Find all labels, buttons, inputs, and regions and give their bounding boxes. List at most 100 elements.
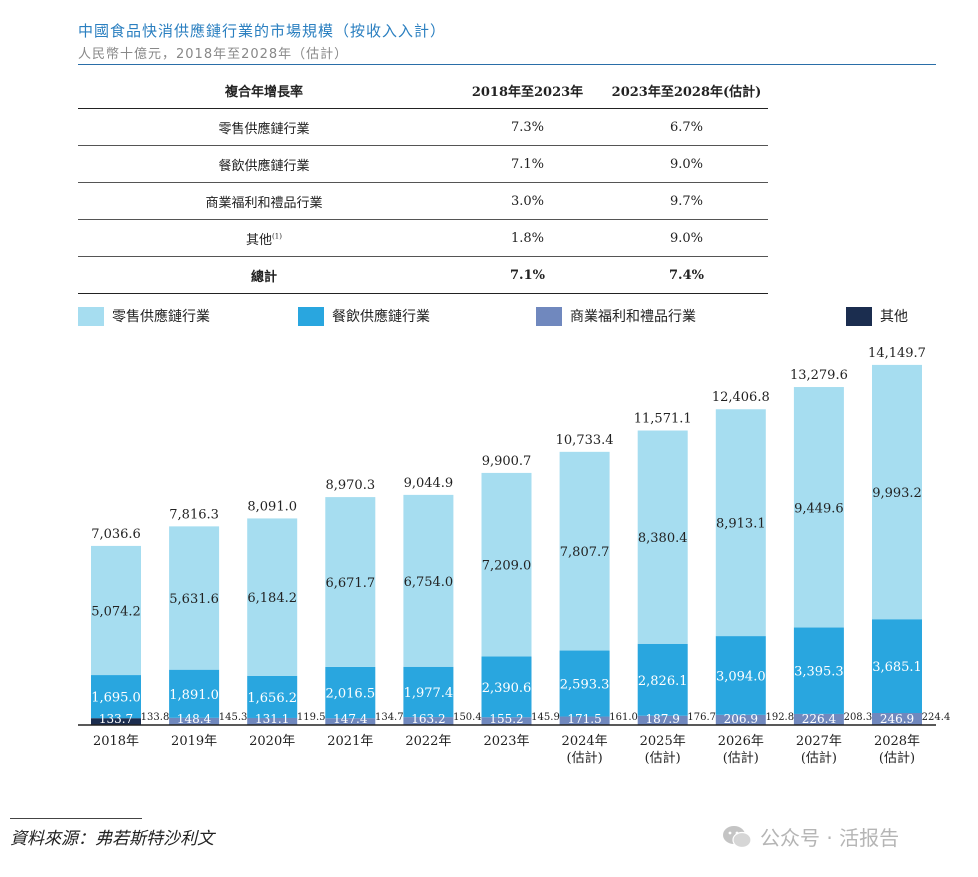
bar-segment-small [793,713,844,725]
cagr-row-value-2: 9.0% [605,219,768,257]
catering-value-label: 3,395.3 [794,665,844,680]
legend-swatch [78,306,104,326]
small-value-label-outside: 192.8 [765,712,794,723]
cagr-row-value-2: 9.7% [605,182,768,220]
bar-segment-catering [169,669,220,718]
total-label: 12,406.8 [712,390,770,405]
small-value-label-outside: 119.5 [297,712,326,723]
bar-segment-small [403,717,454,725]
cagr-row-value-1: 7.1% [450,145,605,183]
x-tick-label: 2027年 [796,734,842,749]
cagr-header-row: 複合年增長率 2018年至2023年 2023年至2028年(估計) [78,72,768,109]
retail-value-label: 7,807.7 [560,545,610,560]
catering-value-label: 2,593.3 [560,678,610,693]
cagr-row-label: 餐飲供應鏈行業 [78,145,450,183]
x-tick-label: (估計) [567,750,603,766]
x-tick-label: 2028年 [874,734,920,749]
x-tick-label: 2023年 [483,734,529,749]
legend-label: 餐飲供應鏈行業 [332,309,430,325]
retail-value-label: 7,209.0 [482,559,532,574]
small-value-label-inside: 147.4 [333,712,368,726]
small-value-label-inside: 206.9 [724,712,758,726]
catering-value-label: 3,685.1 [872,660,922,675]
cagr-row-label: 商業福利和禮品行業 [78,182,450,220]
x-tick-label: 2020年 [249,734,295,749]
cagr-header-period-1: 2018年至2023年 [450,72,605,109]
small-value-label-outside: 176.7 [687,712,716,723]
catering-value-label: 1,656.2 [247,691,297,706]
small-value-label-inside: 226.4 [802,712,837,726]
small-value-label-inside: 187.9 [646,712,680,726]
small-value-label-outside: 145.9 [531,712,560,723]
cagr-header-period-2: 2023年至2028年(估計) [605,72,768,109]
legend-label: 其他 [880,309,908,325]
bar-segment-retail [247,518,298,676]
total-label: 9,044.9 [404,476,454,491]
small-value-label-inside: 131.1 [255,712,289,726]
small-value-label-inside: 155.2 [489,712,523,726]
bar-segment-retail [872,364,922,620]
cagr-row-value-2: 9.0% [605,145,768,183]
bar-segment-small [169,717,220,725]
total-label: 7,036.6 [91,527,141,542]
small-value-label-outside: 208.3 [844,712,873,723]
total-label: 10,733.4 [556,433,614,448]
watermark: 公众号 · 活报告 [722,822,899,851]
x-tick-label: 2026年 [718,734,764,749]
total-label: 13,279.6 [790,368,848,383]
legend-item-others: 其他 [846,306,908,326]
cagr-row-retail: 零售供應鏈行業 7.3% 6.7% [78,108,768,146]
chart-subtitle: 人民幣十億元，2018年至2028年（估計） [78,47,349,62]
legend-item-catering: 餐飲供應鏈行業 [298,306,430,326]
bar-segment-retail [91,545,141,676]
x-tick-label: 2018年 [93,734,139,749]
x-tick-label: 2025年 [640,734,686,749]
retail-value-label: 8,913.1 [716,517,766,532]
total-label: 9,900.7 [482,454,532,469]
legend-swatch [846,306,872,326]
retail-value-label: 5,631.6 [169,592,219,607]
catering-value-label: 2,390.6 [482,681,532,696]
source-divider [10,818,142,819]
retail-value-label: 6,671.7 [325,576,375,591]
small-value-label-inside: 246.9 [880,712,914,726]
cagr-total-value-1: 7.1% [450,256,605,294]
legend-label: 商業福利和禮品行業 [570,309,696,325]
x-tick-label: (估計) [645,750,681,766]
bar-segment-small [91,718,141,725]
catering-value-label: 2,016.5 [325,687,375,702]
footnote-marker: (1) [272,232,282,241]
bar-segment-retail [793,387,844,628]
cagr-table: 複合年增長率 2018年至2023年 2023年至2028年(估計) 零售供應鏈… [78,72,768,294]
retail-value-label: 5,074.2 [91,604,141,619]
total-label: 14,149.7 [868,346,926,361]
cagr-total-label: 總計 [78,256,450,294]
total-label: 8,970.3 [325,478,375,493]
bar-segment-retail [169,526,220,670]
total-label: 8,091.0 [247,499,297,514]
catering-value-label: 2,826.1 [638,674,688,689]
small-value-label-inside: 163.2 [411,712,445,726]
cagr-row-value-1: 7.3% [450,108,605,146]
x-tick-label: (估計) [801,750,837,766]
cagr-row-others: 其他(1) 1.8% 9.0% [78,219,768,257]
legend-item-retail: 零售供應鏈行業 [78,306,210,326]
bar-segment-catering [247,675,298,718]
chart-legend: 零售供應鏈行業 餐飲供應鏈行業 商業福利和禮品行業 其他 [0,306,978,330]
small-value-label-outside: 150.4 [453,712,482,723]
cagr-header-label: 複合年增長率 [78,72,450,109]
small-value-label-outside: 161.0 [609,712,638,723]
retail-value-label: 6,754.0 [404,575,454,590]
legend-item-welfare-gift: 商業福利和禮品行業 [536,306,696,326]
legend-swatch [298,306,324,326]
cagr-row-value-1: 1.8% [450,219,605,257]
legend-label: 零售供應鏈行業 [112,309,210,325]
bar-segment-small [715,714,766,725]
cagr-row-total: 總計 7.1% 7.4% [78,256,768,294]
cagr-row-value-1: 3.0% [450,182,605,220]
catering-value-label: 1,695.0 [91,691,141,706]
bar-segment-small [872,713,922,725]
bar-segment-catering [91,675,141,719]
small-value-label-inside: 148.4 [177,712,212,726]
bar-segment-retail [403,494,454,667]
